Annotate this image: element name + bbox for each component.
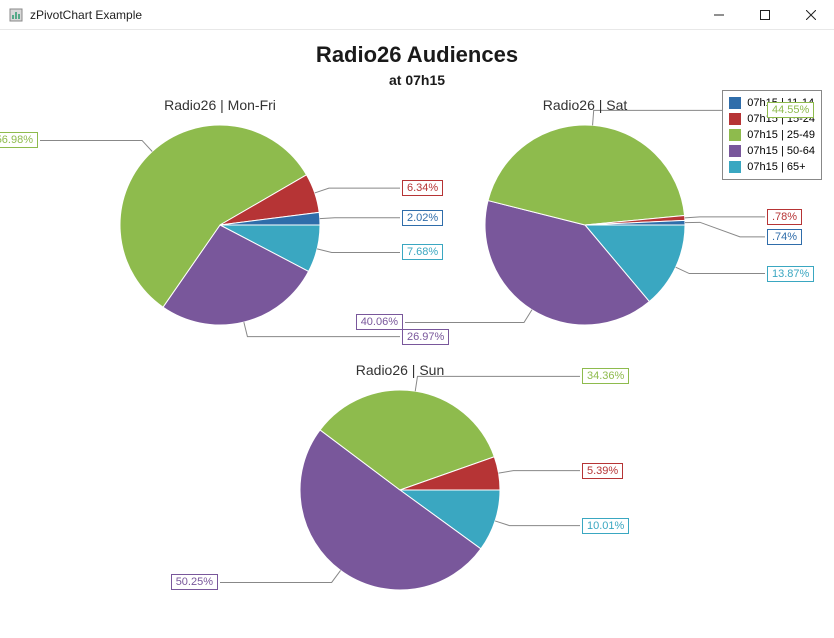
slice-label: 44.55% xyxy=(767,102,814,118)
callout-leader xyxy=(499,471,580,474)
app-icon xyxy=(8,7,24,23)
legend-swatch xyxy=(729,97,741,109)
slice-label: 13.87% xyxy=(767,266,814,282)
pie-title: Radio26 | Mon-Fri xyxy=(164,97,276,113)
window-title: zPivotChart Example xyxy=(30,8,696,22)
callout-leader xyxy=(317,249,400,253)
slice-label: 56.98% xyxy=(0,132,38,148)
legend-swatch xyxy=(729,161,741,173)
slice-label: 5.39% xyxy=(582,463,623,479)
callout-leader xyxy=(415,376,580,391)
slice-label: 10.01% xyxy=(582,518,629,534)
pie-title: Radio26 | Sat xyxy=(543,97,628,113)
slice-label: 2.02% xyxy=(402,210,443,226)
callout-leader xyxy=(495,521,580,526)
legend-item[interactable]: 07h15 | 65+ xyxy=(729,159,815,175)
legend-swatch xyxy=(729,129,741,141)
minimize-button[interactable] xyxy=(696,0,742,30)
legend-label: 07h15 | 65+ xyxy=(747,159,805,175)
window-titlebar: zPivotChart Example xyxy=(0,0,834,30)
close-button[interactable] xyxy=(788,0,834,30)
slice-label: .78% xyxy=(767,209,802,225)
slice-label: 50.25% xyxy=(171,574,218,590)
slice-label: .74% xyxy=(767,229,802,245)
callout-leader xyxy=(315,188,400,193)
chart-area: Radio26 Audiences at 07h15 07h15 | 11-14… xyxy=(0,30,834,633)
callout-leader xyxy=(220,570,341,582)
legend-item[interactable]: 07h15 | 50-64 xyxy=(729,143,815,159)
slice-label: 34.36% xyxy=(582,368,629,384)
slice-label: 6.34% xyxy=(402,180,443,196)
pie-title: Radio26 | Sun xyxy=(356,362,444,378)
legend-item[interactable]: 07h15 | 25-49 xyxy=(729,127,815,143)
slice-label: 7.68% xyxy=(402,244,443,260)
legend-label: 07h15 | 25-49 xyxy=(747,127,815,143)
legend-label: 07h15 | 50-64 xyxy=(747,143,815,159)
callout-leader xyxy=(320,218,400,219)
slice-label: 26.97% xyxy=(402,329,449,345)
callout-leader xyxy=(405,310,532,323)
callout-leader xyxy=(676,267,765,273)
slice-label: 40.06% xyxy=(356,314,403,330)
callout-leader xyxy=(685,217,765,218)
callout-leader xyxy=(685,222,765,237)
legend-swatch xyxy=(729,145,741,157)
legend-swatch xyxy=(729,113,741,125)
chart-subtitle: at 07h15 xyxy=(389,72,445,88)
callout-leader xyxy=(40,140,152,151)
chart-title: Radio26 Audiences xyxy=(316,42,518,68)
maximize-button[interactable] xyxy=(742,0,788,30)
